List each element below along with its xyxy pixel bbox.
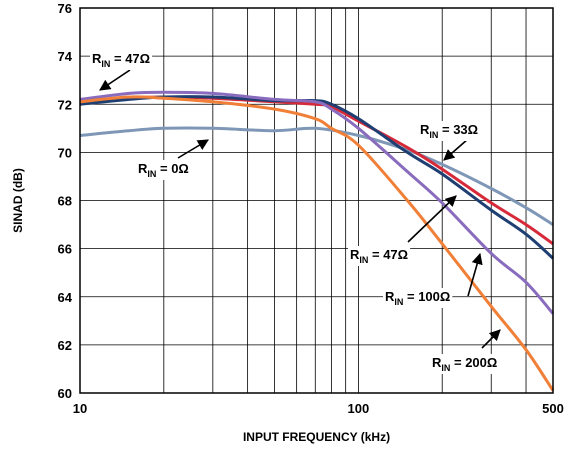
y-axis-title: SINAD (dB) bbox=[11, 168, 25, 233]
y-tick-label: 64 bbox=[58, 290, 73, 305]
series-lines bbox=[79, 90, 555, 392]
annotation-bg bbox=[348, 246, 411, 266]
annotation-label: RIN = 100Ω bbox=[385, 289, 450, 307]
y-tick-label: 66 bbox=[58, 242, 72, 257]
plot-frame bbox=[79, 7, 554, 394]
annotations: RIN = 47Ω RIN = 0Ω RIN = 33Ω RIN = 47Ω RIN =… bbox=[90, 50, 500, 374]
annotation-arrow bbox=[177, 139, 209, 159]
annotation-label: RIN = 47Ω bbox=[92, 51, 150, 69]
annotation-arrow bbox=[467, 252, 483, 297]
y-tick-label: 74 bbox=[58, 49, 73, 64]
tick-labels: 60 62 64 66 68 70 72 74 76 10 100 500 bbox=[58, 1, 564, 416]
annotation-label: RIN = 33Ω bbox=[420, 122, 478, 140]
y-tick-label: 60 bbox=[58, 386, 72, 401]
x-tick-label: 100 bbox=[348, 401, 370, 416]
y-tick-label: 72 bbox=[58, 97, 72, 112]
annotation-bg bbox=[90, 50, 153, 70]
x-tick-label: 500 bbox=[542, 401, 564, 416]
annotation-arrows bbox=[99, 69, 501, 349]
annotation-arrow bbox=[407, 195, 457, 243]
annotation-label: RIN = 0Ω bbox=[138, 161, 189, 179]
y-tick-label: 62 bbox=[58, 338, 72, 353]
annotation-label: RIN = 47Ω bbox=[350, 247, 408, 265]
annotation-bg bbox=[136, 160, 191, 180]
annotation-bg bbox=[383, 288, 453, 308]
annotation-bg bbox=[418, 121, 481, 141]
annotation-bg bbox=[430, 354, 500, 374]
y-tick-label: 76 bbox=[58, 1, 72, 16]
series-line-4 bbox=[79, 90, 555, 315]
x-axis-title: INPUT FREQUENCY (kHz) bbox=[243, 430, 390, 444]
annotation-arrow bbox=[481, 329, 501, 349]
annotation-arrow bbox=[443, 138, 469, 161]
y-tick-label: 68 bbox=[58, 194, 72, 209]
x-tick-label: 10 bbox=[73, 401, 87, 416]
series-line-5 bbox=[79, 95, 555, 392]
y-tick-label: 70 bbox=[58, 145, 72, 160]
annotation-arrow bbox=[99, 69, 131, 91]
annotation-label: RIN = 200Ω bbox=[432, 355, 497, 373]
